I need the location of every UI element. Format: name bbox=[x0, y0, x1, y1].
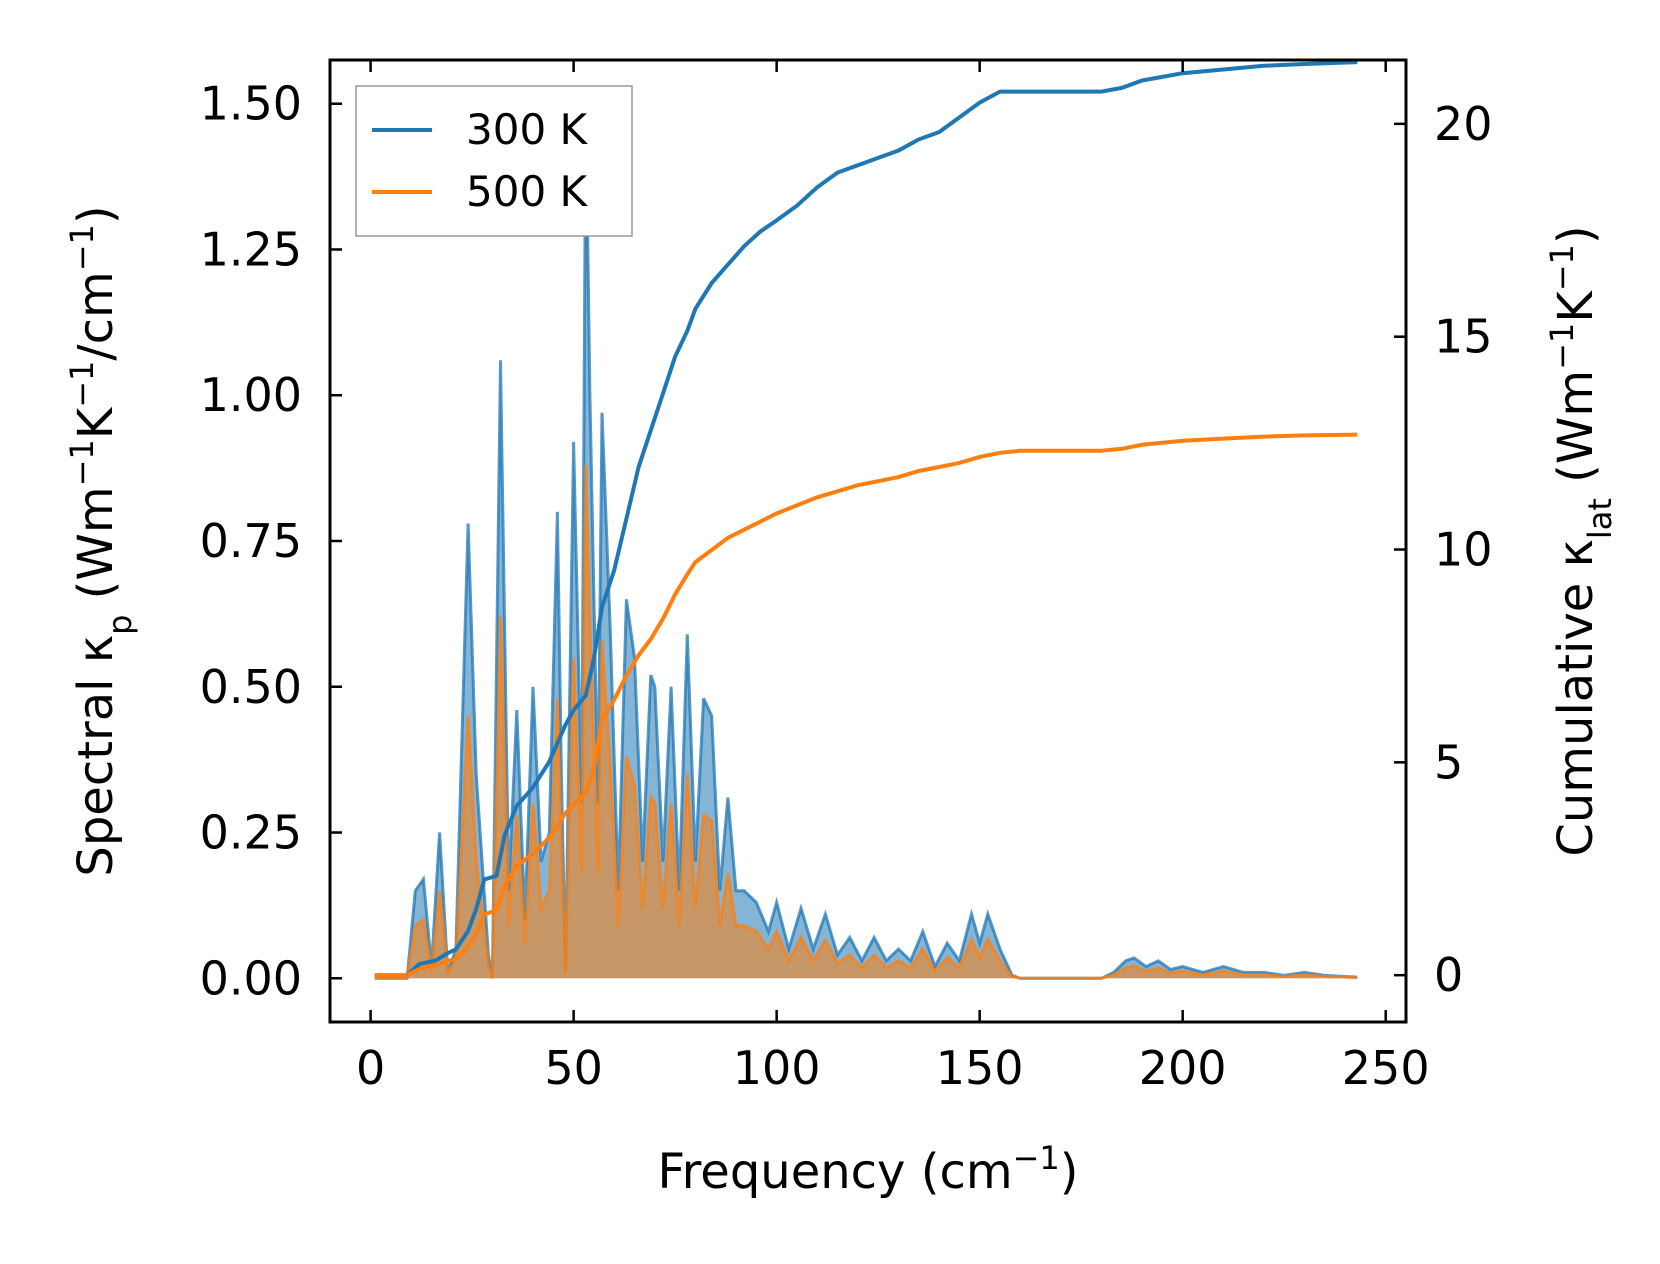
spectral-500k-line bbox=[374, 465, 1358, 980]
legend-label-500k: 500 K bbox=[466, 167, 589, 216]
y-left-tick-label: 0.00 bbox=[200, 951, 302, 1005]
legend-label-300k: 300 K bbox=[466, 105, 589, 154]
spectral-300k-line bbox=[374, 103, 1358, 980]
y-right-tick-label: 0 bbox=[1434, 948, 1463, 1002]
y-axis-right-title: Cumulative κlat (Wm−1K−1) bbox=[1543, 225, 1619, 856]
y-left-tick-label: 1.50 bbox=[200, 77, 302, 131]
y-axis-left-title: Spectral κp (Wm−1K−1/cm−1) bbox=[63, 205, 139, 876]
x-tick-label: 50 bbox=[544, 1041, 603, 1095]
axis-ticks: 0 50 100 150 200 2500.000.250.500.751.001.251… bbox=[200, 60, 1493, 1095]
x-tick-label: 250 bbox=[1342, 1041, 1430, 1095]
x-tick-label: 0 bbox=[356, 1041, 385, 1095]
y-right-tick-label: 20 bbox=[1434, 97, 1493, 151]
cumulative-500k-line bbox=[374, 432, 1358, 978]
y-right-tick-label: 5 bbox=[1434, 735, 1463, 789]
legend: 300 K 500 K bbox=[355, 85, 633, 237]
spectral-500k-area bbox=[374, 465, 1358, 979]
x-tick-label: 100 bbox=[733, 1041, 821, 1095]
x-tick-label: 200 bbox=[1139, 1041, 1227, 1095]
x-tick-label: 150 bbox=[936, 1041, 1024, 1095]
y-left-tick-label: 0.25 bbox=[200, 806, 302, 860]
y-right-tick-label: 15 bbox=[1434, 310, 1493, 364]
y-left-tick-label: 0.50 bbox=[200, 660, 302, 714]
plot-area bbox=[374, 60, 1358, 980]
y-left-tick-label: 1.25 bbox=[200, 222, 302, 276]
x-axis-title: Frequency (cm−1) bbox=[657, 1139, 1078, 1200]
cumulative-300k-line bbox=[374, 60, 1358, 978]
legend-box bbox=[355, 85, 633, 237]
y-right-tick-label: 10 bbox=[1434, 523, 1493, 577]
y-left-tick-label: 0.75 bbox=[200, 514, 302, 568]
y-left-tick-label: 1.00 bbox=[200, 368, 302, 422]
